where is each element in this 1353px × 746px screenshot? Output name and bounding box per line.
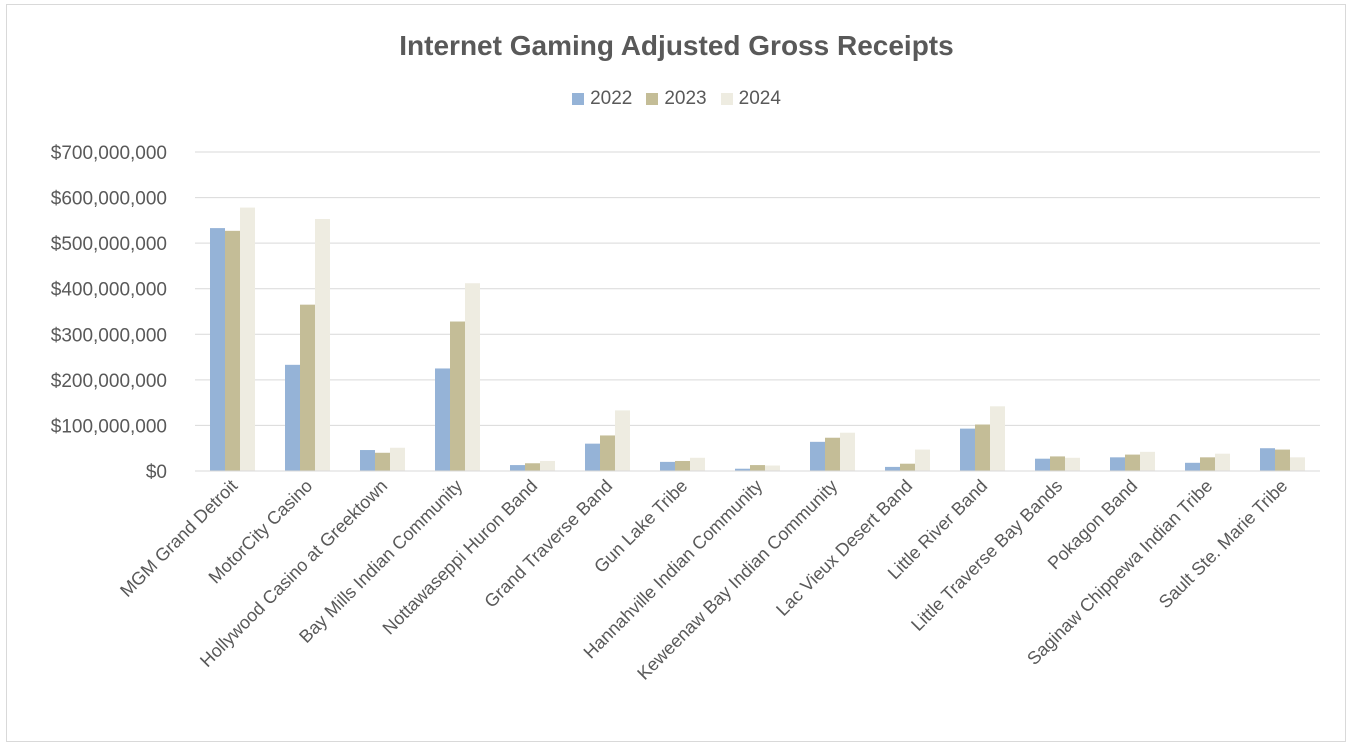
bar-2022 [585, 443, 600, 471]
bar-2022 [1035, 458, 1050, 471]
legend: 2022 2023 2024 [0, 88, 1353, 110]
bar-2024 [240, 207, 255, 471]
y-tick-label: $400,000,000 [51, 280, 167, 301]
bar-2022 [810, 441, 825, 471]
bar-2022 [1260, 448, 1275, 471]
bar-2022 [885, 466, 900, 471]
bar-2023 [525, 463, 540, 471]
bar-2022 [960, 428, 975, 471]
y-tick-label: $100,000,000 [51, 416, 167, 437]
bar-2023 [375, 452, 390, 471]
bar-2022 [360, 450, 375, 471]
y-tick-label: $300,000,000 [51, 325, 167, 346]
bar-2023 [825, 437, 840, 471]
y-tick-label: $0 [146, 462, 167, 483]
bar-2022 [1110, 457, 1125, 471]
x-tick-label: Little Traverse Bay Bands [907, 476, 1066, 635]
bar-2023 [1050, 456, 1065, 471]
bar-2023 [975, 424, 990, 471]
bar-2023 [750, 465, 765, 471]
bar-2024 [540, 460, 555, 471]
bar-2022 [435, 368, 450, 471]
bar-2024 [1215, 453, 1230, 471]
bar-2023 [900, 463, 915, 471]
legend-swatch-2023 [646, 93, 659, 105]
bar-2024 [690, 457, 705, 471]
bar-2023 [1275, 449, 1290, 471]
bar-2024 [390, 447, 405, 471]
bar-2024 [1290, 457, 1305, 471]
legend-item-2024: 2024 [720, 88, 781, 110]
bar-2023 [600, 435, 615, 471]
y-tick-label: $600,000,000 [51, 189, 167, 210]
bar-2022 [510, 465, 525, 471]
legend-label: 2022 [590, 88, 633, 109]
bar-2022 [735, 468, 750, 471]
bar-2022 [660, 461, 675, 471]
bar-2023 [1200, 457, 1215, 471]
bar-2022 [210, 228, 225, 471]
x-tick-label: Grand Traverse Band [480, 476, 616, 612]
bar-2024 [990, 406, 1005, 471]
bar-2024 [1140, 451, 1155, 471]
bar-2022 [1185, 462, 1200, 471]
x-tick-label: Sault Ste. Marie Tribe [1155, 476, 1292, 613]
legend-item-2022: 2022 [572, 88, 632, 110]
bar-2024 [1065, 457, 1080, 471]
bar-2024 [465, 283, 480, 471]
bar-2023 [300, 304, 315, 471]
y-tick-label: $200,000,000 [51, 371, 167, 392]
bar-2023 [675, 460, 690, 471]
bar-2024 [840, 432, 855, 471]
y-tick-label: $700,000,000 [51, 143, 167, 164]
bar-2023 [1125, 454, 1140, 471]
legend-swatch-2024 [720, 93, 733, 105]
chart-title: Internet Gaming Adjusted Gross Receipts [399, 30, 954, 61]
legend-label: 2023 [664, 88, 707, 109]
y-tick-label: $500,000,000 [51, 234, 167, 255]
legend-swatch-2022 [572, 93, 585, 105]
bar-2024 [315, 218, 330, 471]
legend-item-2023: 2023 [646, 88, 707, 110]
bar-2022 [285, 364, 300, 471]
x-tick-label: Lac Vieux Desert Band [772, 476, 916, 620]
bar-2024 [915, 449, 930, 471]
bar-2023 [450, 321, 465, 471]
bar-2023 [225, 230, 240, 471]
legend-label: 2024 [738, 88, 781, 109]
bar-2024 [615, 410, 630, 471]
bar-2024 [765, 465, 780, 471]
x-tick-label: Nottawaseppi Huron Band [379, 476, 542, 639]
